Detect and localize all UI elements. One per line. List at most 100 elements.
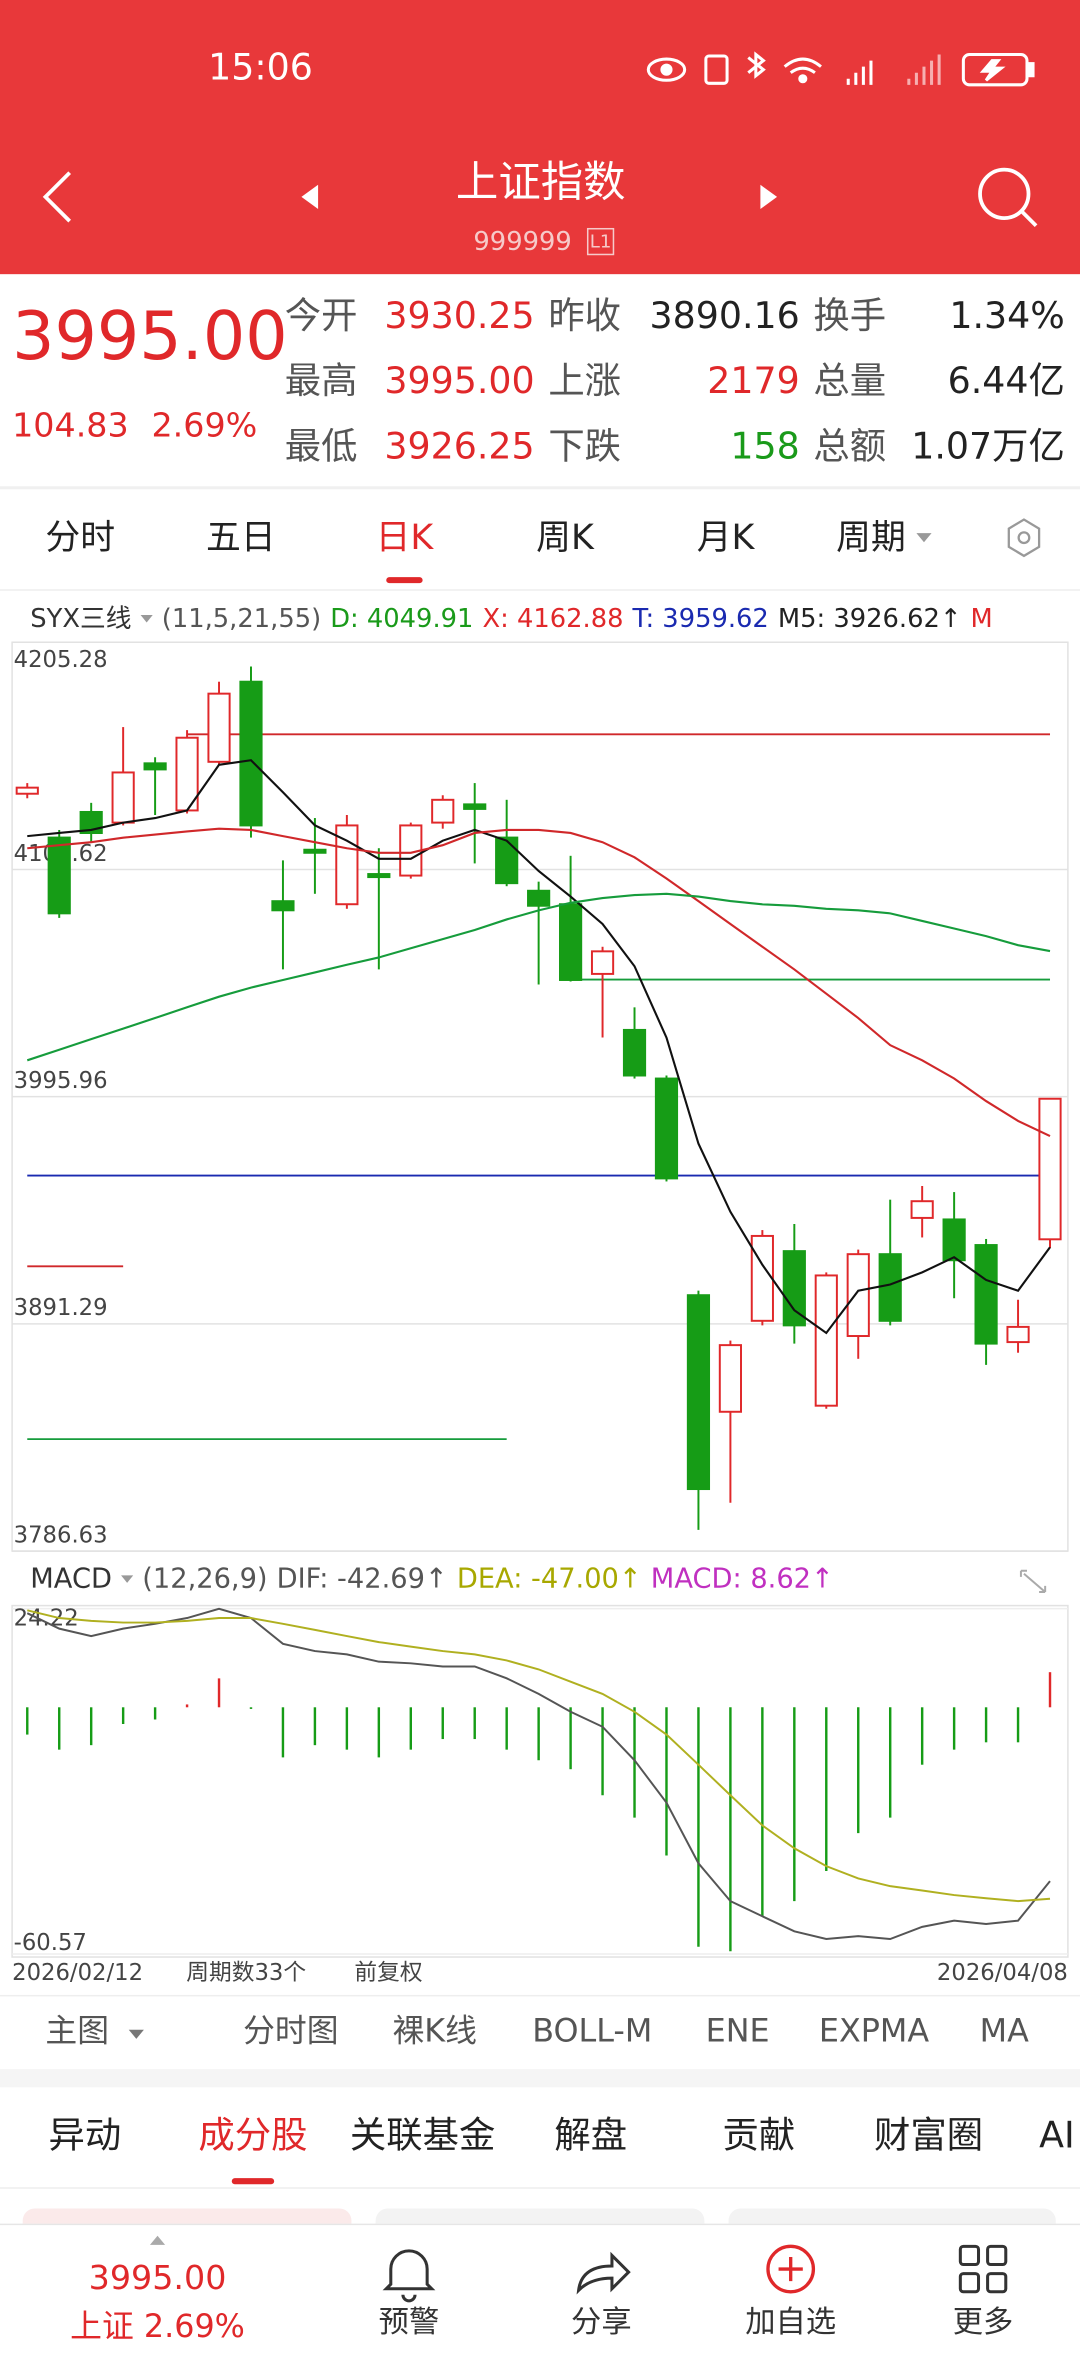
candle-body: [239, 680, 263, 827]
prev-button[interactable]: [301, 184, 319, 210]
divider: [0, 2223, 1080, 2226]
search-button[interactable]: [978, 167, 1038, 228]
candle-body: [910, 1200, 934, 1219]
section-tab[interactable]: AI: [1039, 2113, 1075, 2156]
stat-value: 3890.16: [649, 294, 799, 337]
indicator-value: M: [971, 604, 993, 634]
stat-value: 2179: [707, 359, 800, 402]
y-tick-label: -60.57: [14, 1930, 87, 1956]
stats: 今开 3930.25 昨收 3890.16 换手 1.34% 最高 3995.00 上涨 2179…: [285, 294, 1065, 467]
indicator-tab[interactable]: 裸K线: [392, 2013, 476, 2050]
indicator-tab[interactable]: BOLL-M: [532, 2013, 652, 2050]
header-bg: [0, 0, 1080, 275]
y-tick-label: 3995.96: [14, 1068, 108, 1094]
y-tick-label: 3891.29: [14, 1295, 108, 1321]
candle-body: [974, 1244, 998, 1345]
indicator-tab[interactable]: MA: [980, 2013, 1029, 2050]
bottom-action[interactable]: 加自选: [745, 2305, 836, 2340]
candle-body: [15, 786, 39, 795]
divider: [0, 589, 1080, 591]
period-tab[interactable]: 五日: [206, 518, 276, 558]
divider: [0, 1994, 1080, 1997]
indicator-tab[interactable]: 分时图: [243, 2013, 338, 2050]
dropdown-arrow: [916, 533, 932, 543]
end-date: 2026/04/08: [937, 1960, 1068, 1986]
indicator-row: SYX三线 (11,5,21,55) D: 4049.91 X: 4162.88 T: …: [30, 604, 992, 634]
back-button[interactable]: [42, 171, 72, 223]
candle-body: [942, 1218, 966, 1262]
add-icon: [766, 2244, 816, 2294]
price-change: 104.83: [12, 406, 129, 445]
dea-line: [27, 1609, 1051, 1903]
period-tab[interactable]: 日K: [376, 518, 435, 558]
stat-label: 总额: [813, 424, 886, 467]
ma-line: [26, 892, 1051, 1062]
candle-body: [47, 836, 71, 915]
candle-body: [654, 1077, 679, 1180]
stat-label: 昨收: [548, 294, 621, 337]
divider: [0, 2187, 1080, 2189]
stat-label: 今开: [285, 294, 358, 337]
period-tab[interactable]: 分时: [45, 518, 115, 558]
period-tab[interactable]: 周K: [536, 518, 595, 558]
candle-body: [718, 1344, 742, 1413]
candle-body: [303, 848, 327, 854]
stat-label: 换手: [813, 294, 886, 337]
indicator-value: T: 3959.62: [632, 604, 769, 634]
section-gap: [0, 2069, 1080, 2088]
stock-code: 999999: [473, 227, 571, 257]
more-icon: [958, 2244, 1008, 2294]
alert-icon: [382, 2249, 436, 2303]
period-tab[interactable]: 周期: [836, 518, 906, 558]
y-tick-label: 3786.63: [14, 1522, 108, 1548]
indicator-tab[interactable]: ENE: [706, 2013, 770, 2050]
stat-label: 总量: [813, 359, 886, 402]
section-tabs: 异动 成分股 关联基金 解盘 贡献 财富圈 AI: [48, 2113, 1075, 2185]
indicator-tabs: 主图 分时图 裸K线 BOLL-M ENE EXPMA MA: [45, 2013, 1029, 2050]
bottom-action[interactable]: 更多: [953, 2305, 1014, 2340]
candle-body: [782, 1250, 806, 1327]
period-tab[interactable]: 月K: [697, 518, 756, 558]
candle-body: [1006, 1325, 1030, 1344]
candle-body: [559, 903, 583, 981]
bottom-action[interactable]: 预警: [379, 2305, 440, 2340]
section-tab[interactable]: 异动: [48, 2113, 121, 2156]
section-tab[interactable]: 贡献: [723, 2113, 796, 2156]
adjust-mode: 前复权: [354, 1960, 422, 1986]
candle-body: [622, 1028, 647, 1077]
stat-label: 上涨: [548, 359, 621, 402]
section-tab[interactable]: 解盘: [554, 2113, 627, 2156]
candle-body: [111, 771, 135, 824]
candle-body: [750, 1234, 774, 1322]
y-tick-label: 4205.28: [14, 647, 108, 673]
settings-button[interactable]: [1007, 518, 1041, 558]
expand-arrow[interactable]: [149, 2235, 166, 2245]
indicator-tab[interactable]: EXPMA: [819, 2013, 929, 2050]
section-tab[interactable]: 关联基金: [350, 2113, 495, 2156]
bottom-actions: 预警 分享 加自选 更多: [379, 2305, 1014, 2340]
candle-body: [686, 1294, 711, 1491]
status-icons: [646, 51, 1035, 87]
bottom-label: 上证 2.69%: [70, 2308, 245, 2345]
section-tab[interactable]: 成分股: [198, 2113, 307, 2156]
section-tab[interactable]: 财富圈: [874, 2113, 983, 2156]
indicator-tab[interactable]: 主图: [45, 2013, 109, 2050]
candle-body: [271, 900, 295, 912]
macd-row: MACD (12,26,9) DIF: -42.69↑ DEA: -47.00↑ MAC…: [30, 1563, 834, 1594]
next-button[interactable]: [760, 184, 778, 210]
expand-button[interactable]: [1019, 1569, 1047, 1593]
indicator-params: (11,5,21,55): [162, 604, 321, 634]
stat-label: 下跌: [548, 424, 621, 467]
indicator-value: D: 4049.91: [330, 604, 473, 634]
candle-body: [846, 1253, 870, 1337]
stat-label: 最低: [285, 424, 358, 467]
bottom-action[interactable]: 分享: [571, 2305, 632, 2340]
period-tabs: 分时 五日 日K 周K 月K 周期: [45, 518, 906, 584]
macd-chart: 24.22-60.57: [12, 1606, 1068, 1956]
macd-params: (12,26,9): [142, 1563, 267, 1594]
candle-body: [207, 692, 231, 763]
price-change-pct: 2.69%: [151, 406, 257, 445]
indicator-value: M5: 3926.62↑: [778, 604, 962, 634]
ma-line: [27, 827, 1051, 1138]
